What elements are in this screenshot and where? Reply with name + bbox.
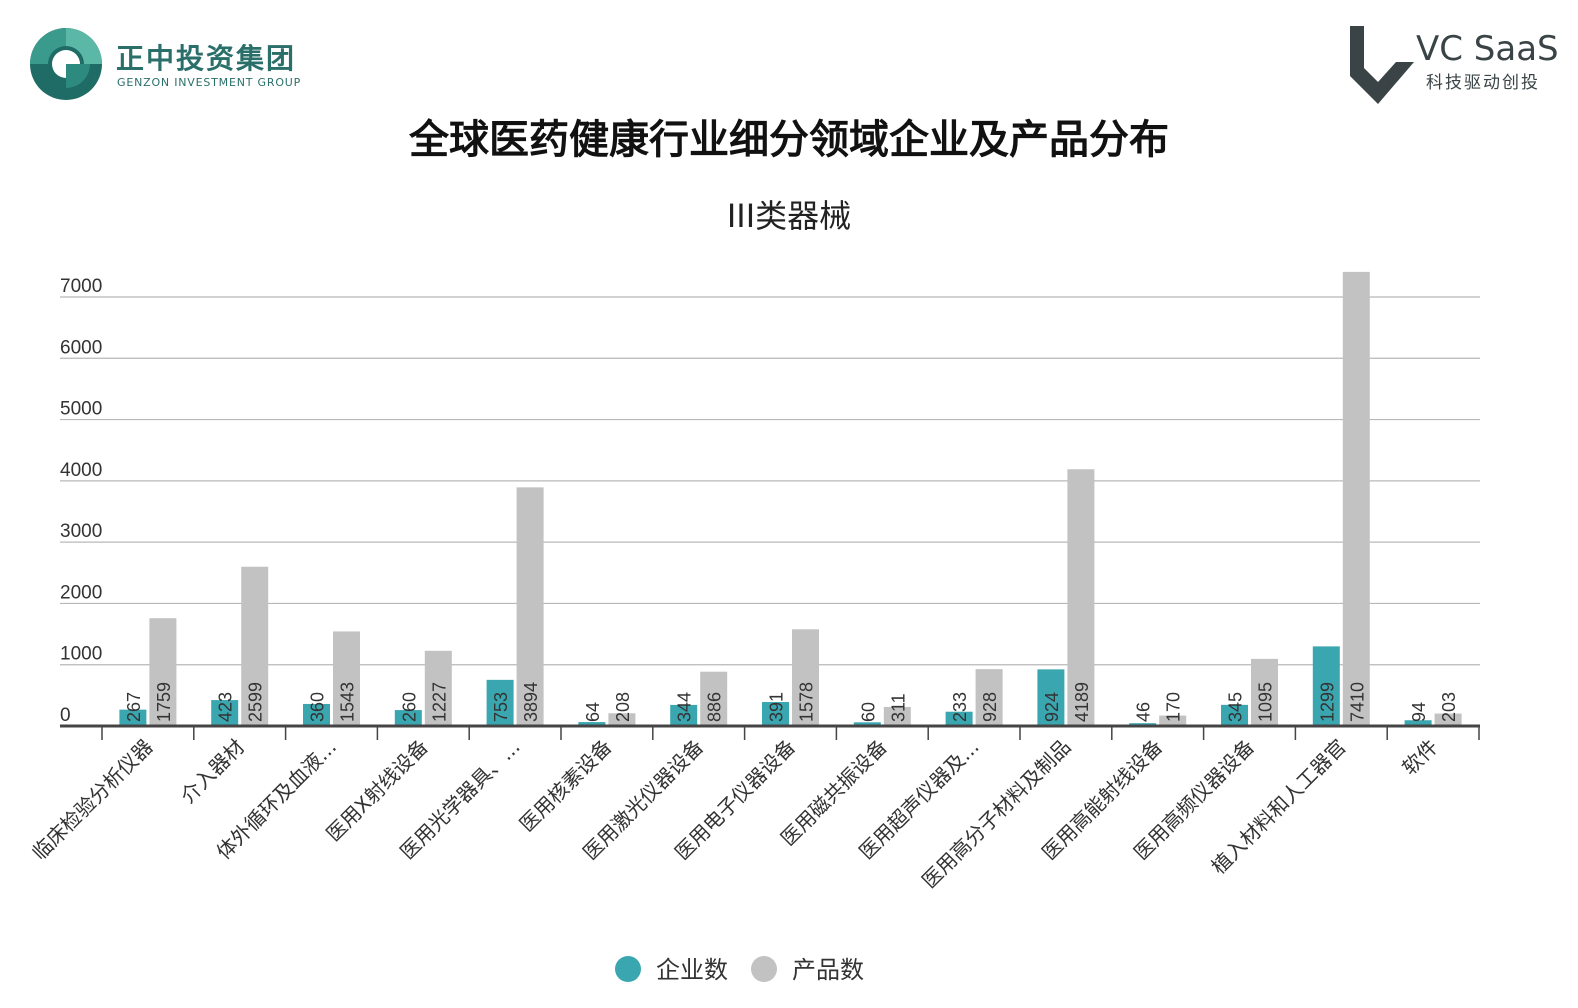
chart-title: 全球医药健康行业细分领域企业及产品分布 xyxy=(408,117,1169,163)
bar-products xyxy=(1251,658,1278,726)
bar-value-label: 391 xyxy=(767,692,787,722)
bar-value-label: 1759 xyxy=(154,682,174,722)
bar-value-label: 267 xyxy=(124,692,144,722)
genzon-emblem-icon xyxy=(30,28,102,100)
bar-value-label: 260 xyxy=(399,692,419,722)
x-category-label: 医用核素设备 xyxy=(515,735,617,837)
bar-products xyxy=(883,706,911,726)
y-tick-label: 5000 xyxy=(60,399,102,420)
bar-companies xyxy=(1312,646,1340,726)
bar-products xyxy=(608,713,636,726)
bar-value-label: 170 xyxy=(1164,692,1184,722)
bar-companies xyxy=(1037,669,1065,726)
bar-value-label: 1095 xyxy=(1256,682,1276,722)
legend-marker xyxy=(751,956,777,982)
bar-value-label: 924 xyxy=(1042,692,1062,722)
bar-products xyxy=(424,650,452,726)
bar-companies xyxy=(486,679,514,726)
y-tick-label: 2000 xyxy=(60,582,102,603)
bar-value-label: 60 xyxy=(858,702,878,722)
vcsaas-name: VC SaaS xyxy=(1416,29,1559,69)
bar-value-label: 344 xyxy=(675,692,695,722)
x-category-label: 介入器材 xyxy=(176,735,250,809)
bar-value-label: 3894 xyxy=(521,682,541,722)
x-category-label: 医用高分子材料及制品 xyxy=(917,735,1075,893)
bar-companies xyxy=(1221,704,1248,726)
bar-value-label: 345 xyxy=(1226,692,1246,722)
bar-companies xyxy=(670,704,698,726)
bar-value-label: 2599 xyxy=(246,682,266,722)
bar-value-label: 928 xyxy=(980,692,1000,722)
bar-companies xyxy=(211,700,239,726)
bar-value-label: 1543 xyxy=(338,682,358,722)
bar-value-label: 64 xyxy=(583,702,603,722)
bar-products xyxy=(792,629,819,726)
bar-companies xyxy=(1404,720,1432,726)
bar-value-label: 360 xyxy=(308,692,328,722)
bar-value-label: 208 xyxy=(613,692,633,722)
bar-value-label: 94 xyxy=(1409,702,1429,722)
bar-value-label: 46 xyxy=(1134,702,1154,722)
x-category-label: 临床检验分析仪器 xyxy=(27,735,157,865)
bar-value-label: 753 xyxy=(491,692,511,722)
bar-products xyxy=(516,487,544,726)
bar-products xyxy=(1342,271,1370,726)
bar-value-label: 886 xyxy=(705,692,725,722)
bar-companies xyxy=(945,711,973,726)
bar-products xyxy=(1434,713,1462,726)
genzon-logo: 正中投资集团 GENZON INVESTMENT GROUP xyxy=(26,24,326,110)
y-tick-label: 7000 xyxy=(60,276,102,297)
bar-companies xyxy=(394,710,422,726)
legend-label: 企业数 xyxy=(656,956,728,984)
bar-companies xyxy=(578,722,606,726)
bar-companies xyxy=(762,702,789,726)
y-tick-label: 3000 xyxy=(60,521,102,542)
bar-products xyxy=(1159,715,1187,726)
vcsaas-check-icon xyxy=(1350,26,1414,104)
legend-marker xyxy=(615,956,641,982)
vcsaas-tagline: 科技驱动创投 xyxy=(1426,73,1540,93)
x-axis: 临床检验分析仪器 介入器材体外循环及血液...医用X射线设备医用光学器具、...医… xyxy=(27,724,1480,893)
bar-value-label: 233 xyxy=(950,692,970,722)
gridlines xyxy=(60,296,1480,666)
legend: 企业数 产品数 xyxy=(615,956,864,984)
bar-products xyxy=(333,631,360,726)
y-tick-label: 0 xyxy=(60,705,71,726)
vcsaas-logo: VC SaaS 科技驱动创投 xyxy=(1340,18,1560,114)
bar-products xyxy=(241,566,269,726)
genzon-name-cn: 正中投资集团 xyxy=(116,42,296,75)
bar-companies xyxy=(119,709,147,726)
bar-products xyxy=(700,671,728,726)
bars: 267 1759 423 2599 360 1543 260 1227 753 3894 64 208… xyxy=(119,271,1462,726)
bar-value-label: 203 xyxy=(1439,692,1459,722)
bar-value-label: 1299 xyxy=(1317,682,1337,722)
bar-value-label: 1227 xyxy=(429,682,449,722)
y-tick-label: 6000 xyxy=(60,337,102,358)
y-tick-label: 1000 xyxy=(60,644,102,665)
bar-companies xyxy=(853,722,881,726)
bar-value-label: 1578 xyxy=(797,682,817,722)
bar-companies xyxy=(303,703,330,726)
genzon-name-en: GENZON INVESTMENT GROUP xyxy=(117,76,301,89)
y-tick-label: 4000 xyxy=(60,460,102,481)
bar-value-label: 4189 xyxy=(1072,682,1092,722)
legend-label: 产品数 xyxy=(792,956,864,984)
bar-products xyxy=(1067,469,1095,726)
chart-subtitle: III类器械 xyxy=(727,197,851,235)
bar-value-label: 7410 xyxy=(1347,682,1367,722)
bar-products xyxy=(975,669,1003,726)
bar-value-label: 423 xyxy=(216,692,236,722)
x-category-label: 软件 xyxy=(1397,735,1442,780)
bar-products xyxy=(149,618,177,726)
y-axis-ticks: 0 1000 2000 3000 4000 5000 6000 7000 xyxy=(60,276,102,726)
bar-value-label: 311 xyxy=(888,693,908,722)
